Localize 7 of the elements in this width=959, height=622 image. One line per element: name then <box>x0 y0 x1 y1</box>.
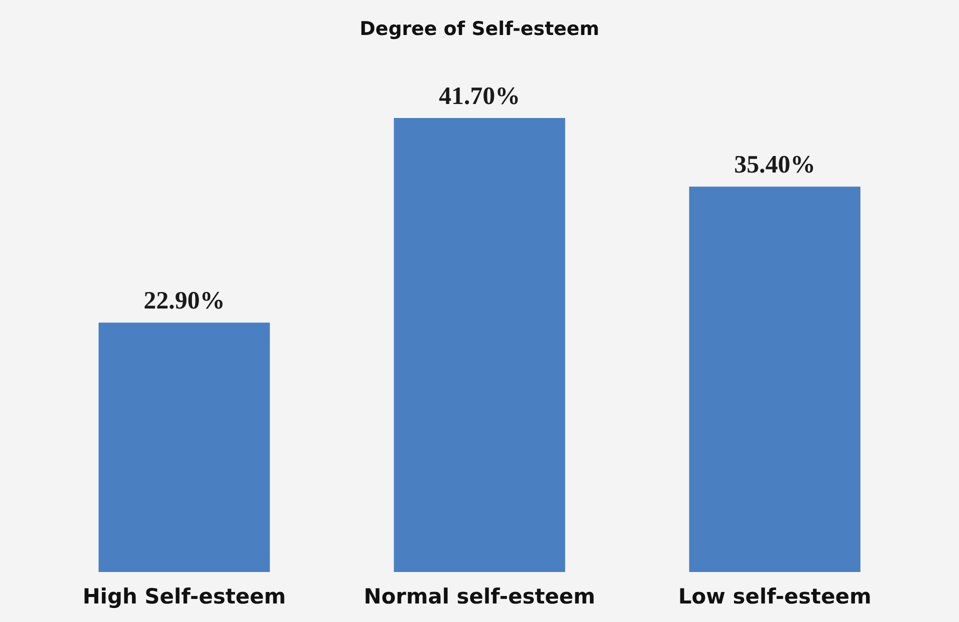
x-tick-label: Normal self-esteem <box>364 584 596 608</box>
data-label: 22.90% <box>144 288 225 315</box>
x-tick-label: High Self-esteem <box>82 584 286 608</box>
chart-title: Degree of Self-esteem <box>360 18 600 40</box>
data-label: 35.40% <box>734 152 816 179</box>
x-tick-label: Low self-esteem <box>678 584 872 608</box>
data-label: 41.70% <box>438 83 520 110</box>
